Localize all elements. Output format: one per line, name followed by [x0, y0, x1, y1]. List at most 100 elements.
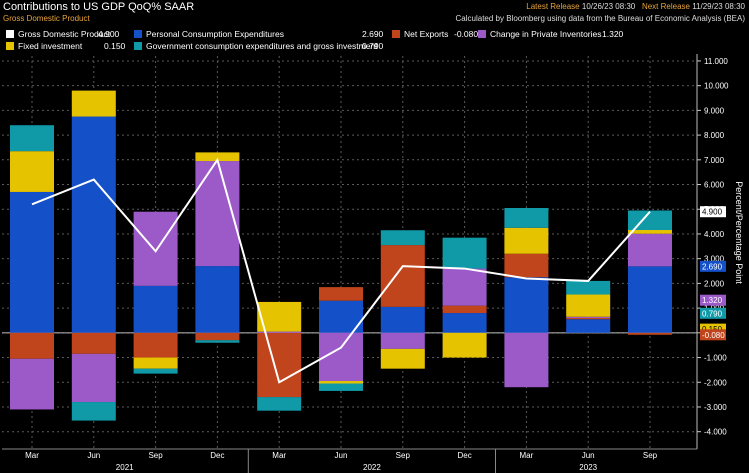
value-tag-bg [700, 307, 726, 319]
gdp-line [31, 157, 651, 384]
legend-item-private-inventories[interactable]: Change in Private Inventories 1.320 [478, 29, 623, 39]
y-tick-label: 3.000 [704, 255, 725, 264]
bar-segment [133, 285, 178, 333]
y-tick-label: 8.000 [704, 131, 725, 140]
bar-segment [71, 90, 116, 117]
legend-swatch [392, 30, 400, 38]
bar-segment [10, 332, 54, 359]
value-tag-bg [700, 323, 726, 335]
value-tag-label: 0.790 [702, 309, 723, 318]
bar-segment [442, 305, 487, 314]
value-tag-label: 2.690 [702, 262, 723, 271]
y-tick-label: -3.000 [704, 403, 727, 412]
bar-segment [442, 332, 487, 358]
x-year-label: 2022 [363, 463, 381, 472]
legend-value: 4.900 [98, 29, 120, 39]
bar-segment [504, 277, 549, 333]
chart-subtitle: Gross Domestic Product [3, 14, 90, 23]
legend-label: Net Exports [404, 29, 449, 39]
legend-label: Gross Domestic Product [18, 29, 111, 39]
bar-segment [133, 368, 178, 374]
source-credit: Calculated by Bloomberg using data from … [455, 14, 745, 23]
legend-swatch [6, 42, 14, 50]
x-tick-label: Mar [272, 451, 286, 460]
x-tick-label: Dec [457, 451, 471, 460]
y-tick-label: 7.000 [704, 156, 725, 165]
bar-segment [71, 116, 116, 333]
x-tick-label: Jun [335, 451, 348, 460]
legend-label: Change in Private Inventories [490, 29, 602, 39]
y-tick-label: 10.000 [704, 82, 729, 91]
bar-segment [257, 397, 302, 411]
value-tag-label: 1.320 [702, 296, 723, 305]
bar-segment [195, 340, 240, 343]
legend-label: Fixed investment [18, 41, 83, 51]
bar-segment [71, 353, 116, 403]
bar-segment [10, 191, 54, 333]
bar-segment [628, 210, 672, 231]
bar-segment [442, 237, 487, 269]
bar-segment [133, 211, 178, 286]
x-tick-label: Sep [396, 451, 411, 460]
bar-segment [628, 233, 672, 267]
bar-segment [10, 358, 54, 410]
value-tag-bg [700, 294, 726, 306]
y-tick-label: -2.000 [704, 378, 727, 387]
legend-label: Government consumption expenditures and … [146, 41, 378, 51]
bar-segment [10, 151, 54, 192]
next-release-label: Next Release [641, 2, 690, 11]
legend-value: 0.150 [104, 41, 126, 51]
bar-segment [133, 332, 178, 358]
bar-segment [504, 253, 549, 278]
x-year-label: 2021 [116, 463, 134, 472]
bar-segment [504, 208, 549, 228]
bar-segment [71, 332, 116, 354]
y-tick-label: 2.000 [704, 279, 725, 288]
legend-item-gdp[interactable]: Gross Domestic Product 4.900 [6, 29, 119, 39]
bar-segment [380, 230, 425, 246]
legend-label: Personal Consumption Expenditures [146, 29, 284, 39]
bar-segment [195, 152, 240, 162]
value-tag-bg [700, 260, 726, 272]
legend-swatch [134, 42, 142, 50]
bar-segment [504, 332, 549, 388]
value-tag-label: -0.080 [702, 331, 725, 340]
bar-segment [442, 313, 487, 333]
legend-item-fixed-investment[interactable]: Fixed investment 0.150 [6, 41, 125, 51]
bar-segment [257, 331, 302, 333]
legend-item-government[interactable]: Government consumption expenditures and … [134, 41, 383, 51]
legend-swatch [478, 30, 486, 38]
value-tag-bg [700, 206, 726, 218]
value-tag-label: 4.900 [702, 208, 723, 217]
y-tick-label: -1.000 [704, 354, 727, 363]
next-release-value: 11/29/23 08:30 [692, 2, 745, 11]
legend-swatch [6, 30, 14, 38]
bar-segment [380, 332, 425, 349]
value-tag-bg [700, 329, 726, 341]
bar-segment [319, 287, 363, 301]
bar-segment [566, 280, 611, 295]
x-tick-label: Sep [643, 451, 658, 460]
bar-segment [257, 332, 302, 398]
bar-segment [628, 332, 672, 335]
y-tick-label: -4.000 [704, 428, 727, 437]
legend-item-net-exports[interactable]: Net Exports -0.080 [392, 29, 478, 39]
bar-segment [71, 402, 116, 421]
bar-segment [566, 318, 611, 320]
x-year-label: 2023 [579, 463, 597, 472]
bar-segment [628, 266, 672, 333]
bar-segment [195, 332, 240, 341]
bar-segment [566, 319, 611, 333]
bar-segment [566, 316, 611, 318]
bar-segment [319, 381, 363, 384]
latest-release-value: 10/26/23 08:30 [581, 2, 636, 11]
legend-swatch [134, 30, 142, 38]
x-tick-label: Mar [520, 451, 534, 460]
x-tick-label: Sep [148, 451, 163, 460]
bar-segment [504, 227, 549, 254]
y-axis-title: Percent/Percentage Point [734, 181, 744, 284]
legend-item-pce[interactable]: Personal Consumption Expenditures 2.690 [134, 29, 383, 39]
y-tick-label: 11.000 [704, 57, 728, 66]
latest-release-label: Latest Release [526, 2, 580, 11]
